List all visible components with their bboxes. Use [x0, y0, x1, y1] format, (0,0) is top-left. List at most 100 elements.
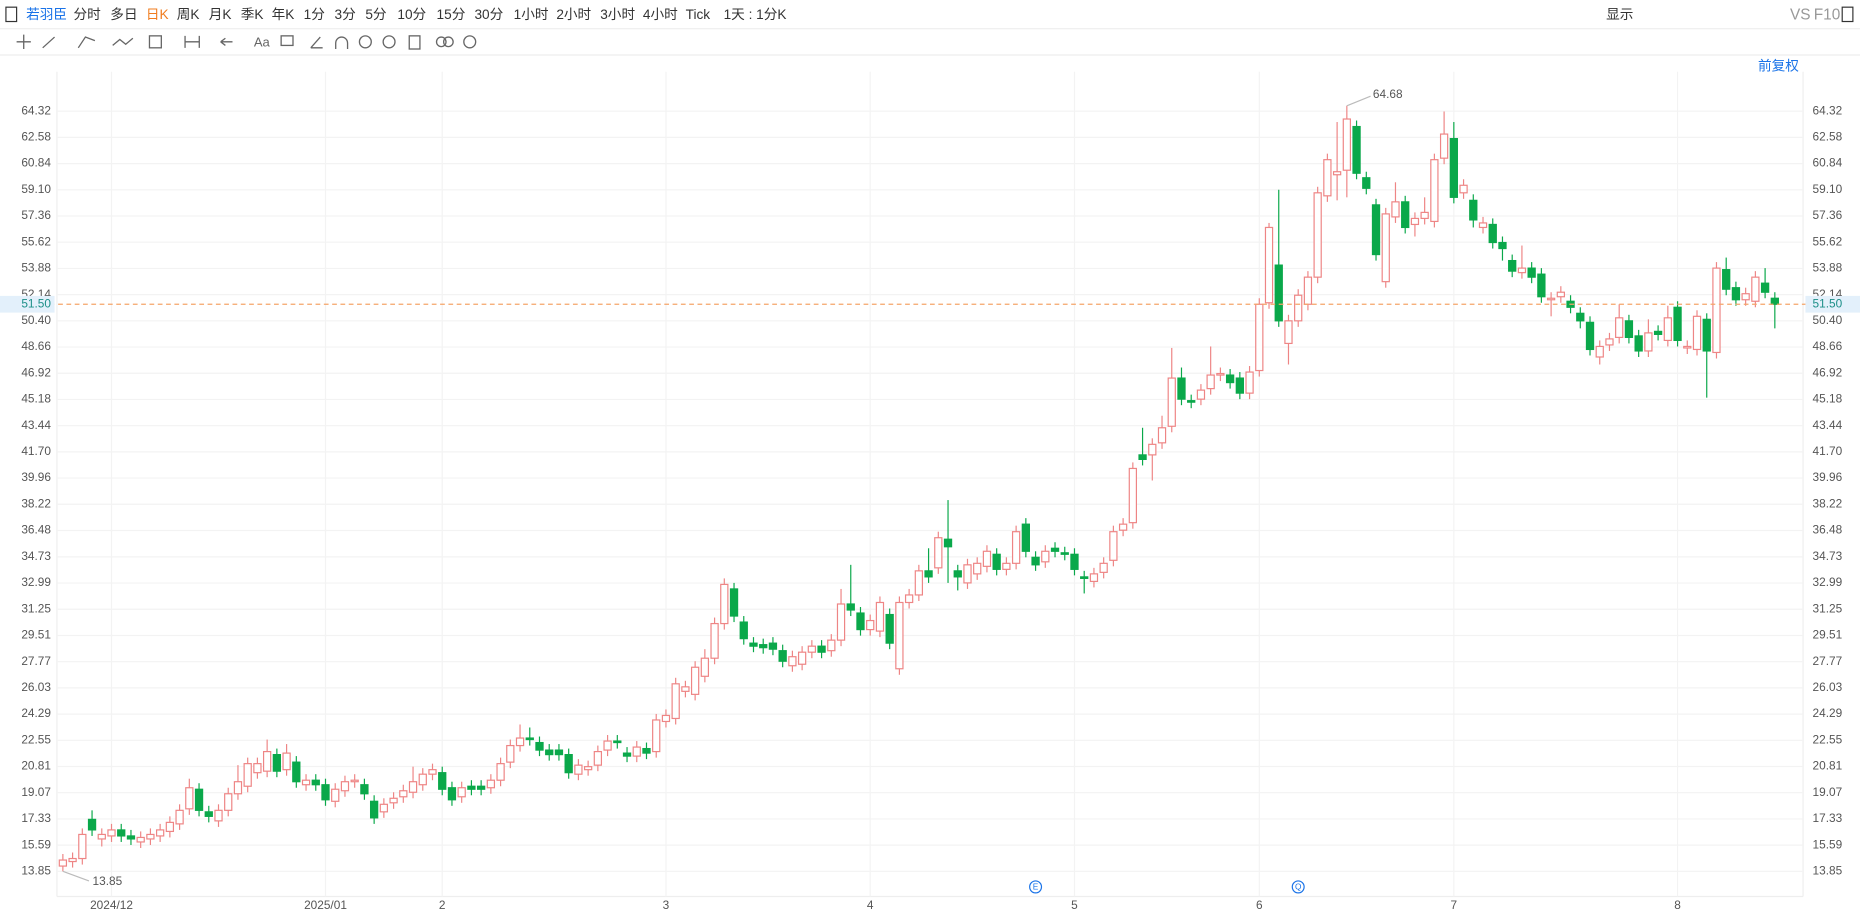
drawing-tools: Aa — [16, 34, 477, 50]
candle-body — [768, 642, 778, 650]
candle-body — [379, 803, 389, 813]
period-tab[interactable]: 5分 — [365, 7, 387, 22]
y2-tick-label: 24.29 — [1813, 706, 1843, 720]
candle-body — [681, 686, 690, 692]
period-tab[interactable]: 周K — [177, 7, 200, 22]
candle-body — [1702, 318, 1711, 352]
candle-body — [1585, 321, 1595, 351]
candle-body — [1488, 223, 1497, 244]
candle-body — [1546, 297, 1556, 301]
candle-body — [1576, 312, 1585, 322]
candle-body — [1138, 454, 1147, 460]
y-tick-label: 34.73 — [21, 549, 51, 563]
candle-body — [1391, 201, 1400, 218]
period-tab[interactable]: 10分 — [397, 7, 426, 22]
y2-tick-label: 38.22 — [1813, 496, 1843, 510]
period-tab[interactable]: 日K — [146, 7, 169, 22]
period-tab[interactable]: 分时 — [74, 7, 102, 22]
period-tab[interactable]: Tick — [686, 7, 711, 22]
arrow-tool[interactable] — [220, 37, 233, 46]
period-tab[interactable]: 4小时 — [643, 7, 678, 22]
note-tool[interactable] — [280, 35, 294, 47]
display-menu[interactable]: 显示 — [1606, 7, 1633, 22]
candle-body — [1245, 371, 1254, 394]
stock-name[interactable]: 若羽臣 — [26, 7, 67, 22]
f10-button[interactable]: F10 — [1814, 7, 1841, 24]
candle-body — [1556, 291, 1565, 298]
sidebar-toggle[interactable] — [5, 6, 18, 23]
period-tab[interactable]: 30分 — [474, 7, 503, 22]
y-tick-label: 29.51 — [21, 628, 51, 642]
y2-tick-label: 29.51 — [1813, 628, 1843, 642]
candle-body — [710, 622, 719, 659]
y2-tick-label: 26.03 — [1813, 680, 1843, 694]
adjust-button[interactable]: 前复权 — [1758, 58, 1799, 74]
y-tick-label: 15.59 — [21, 837, 51, 851]
candle-body — [1157, 427, 1167, 444]
measure-tool[interactable] — [148, 35, 162, 49]
y2-tick-label: 17.33 — [1813, 811, 1843, 825]
settings-tool[interactable] — [463, 35, 477, 49]
event-marker-label[interactable]: E — [1033, 882, 1039, 892]
period-tab[interactable]: 年K — [272, 7, 295, 22]
y2-tick-label: 53.88 — [1813, 261, 1843, 275]
compare-button[interactable]: VS — [1790, 7, 1811, 24]
wave-tool[interactable] — [112, 37, 134, 46]
event-marker[interactable] — [1029, 880, 1043, 894]
y-tick-label: 13.85 — [21, 863, 51, 877]
link-tool[interactable] — [442, 36, 454, 48]
candle-body — [904, 594, 914, 604]
eye-tool[interactable] — [358, 35, 372, 49]
candle-body — [525, 737, 534, 741]
candle-body — [895, 601, 904, 670]
magnet-tool[interactable] — [335, 36, 349, 50]
candle-body — [1011, 531, 1021, 564]
period-tab[interactable]: 月K — [209, 7, 232, 22]
candle-body — [165, 821, 175, 833]
link-tool[interactable] — [435, 36, 447, 48]
line-tool[interactable] — [42, 36, 56, 49]
x-tick-label: 2025/01 — [304, 898, 347, 912]
y2-tick-label: 32.99 — [1813, 575, 1843, 589]
text-tool[interactable]: Aa — [254, 34, 271, 49]
period-tab[interactable]: 季K — [241, 7, 264, 22]
period-tab[interactable]: 3分 — [335, 7, 357, 22]
candle-body — [1118, 523, 1128, 531]
candle-body — [1537, 273, 1546, 298]
candle-body — [117, 829, 126, 837]
high-leader — [1346, 95, 1371, 107]
period-tab[interactable]: 1分 — [304, 7, 326, 22]
period-tab[interactable]: 15分 — [437, 7, 466, 22]
candle-body — [87, 818, 97, 831]
period-tab[interactable]: 2小时 — [556, 7, 591, 22]
event-marker[interactable] — [1291, 880, 1305, 894]
candle-body — [963, 564, 972, 584]
range-tool[interactable] — [184, 35, 200, 48]
channel-tool[interactable] — [77, 36, 96, 49]
candle-body — [389, 797, 398, 804]
y2-tick-label: 48.66 — [1813, 339, 1843, 353]
period-tab[interactable]: 多日 — [110, 6, 137, 22]
delete-tool[interactable] — [408, 35, 421, 50]
candle-body — [1634, 335, 1643, 352]
period-tab[interactable]: 3小时 — [600, 7, 635, 22]
candle-body — [866, 619, 875, 631]
y-tick-label: 57.36 — [21, 208, 51, 222]
candle-body — [1294, 294, 1303, 322]
candle-body — [1751, 276, 1760, 302]
y-tick-label: 46.92 — [21, 365, 51, 379]
angle-tool[interactable] — [310, 36, 323, 49]
y-tick-label: 64.32 — [21, 103, 51, 117]
candle-body — [554, 749, 564, 756]
interval-select[interactable]: 1天 : 1分K — [724, 7, 787, 22]
hide-tool[interactable] — [382, 35, 396, 49]
candle-body — [214, 809, 223, 822]
candle-body — [253, 763, 262, 774]
y-tick-label: 31.25 — [21, 601, 51, 615]
period-tab[interactable]: 1小时 — [514, 7, 549, 22]
event-marker-label[interactable]: Q — [1295, 882, 1302, 892]
candle-body — [1041, 550, 1050, 563]
panel-toggle[interactable] — [1841, 6, 1854, 23]
candle-body — [1371, 204, 1381, 256]
move-tool[interactable] — [16, 34, 31, 50]
